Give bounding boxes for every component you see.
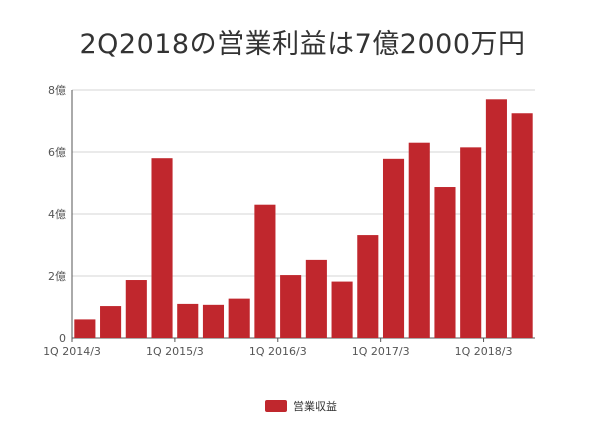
y-tick-label: 4億 <box>48 208 66 221</box>
bar-1Q-2016-3 <box>280 275 302 338</box>
bar-3Q-2015-3 <box>228 298 250 338</box>
bar-2Q-2016-3 <box>305 259 327 338</box>
bar-4Q-2017-3 <box>460 147 482 338</box>
bar-1Q-2014-3 <box>74 319 96 338</box>
y-tick-label: 2億 <box>48 270 66 283</box>
x-tick-label: 1Q 2016/3 <box>249 345 307 358</box>
x-tick-label: 1Q 2015/3 <box>146 345 204 358</box>
legend-swatch <box>265 400 287 412</box>
bar-3Q-2016-3 <box>331 281 353 338</box>
bar-2Q-2014-3 <box>100 306 122 338</box>
y-tick-label: 6億 <box>48 146 66 159</box>
bar-2Q-2017-3 <box>408 142 430 338</box>
x-tick-label: 1Q 2018/3 <box>455 345 513 358</box>
bar-1Q-2015-3 <box>177 303 199 338</box>
y-tick-label: 0 <box>59 332 66 345</box>
bar-4Q-2015-3 <box>254 204 276 338</box>
legend-label: 営業収益 <box>293 399 337 413</box>
bar-3Q-2017-3 <box>434 187 456 338</box>
chart-title: 2Q2018の営業利益は7億2000万円 <box>79 29 526 60</box>
bar-1Q-2018-3 <box>485 99 507 338</box>
bar-4Q-2014-3 <box>151 158 173 338</box>
bar-4Q-2016-3 <box>357 235 379 338</box>
bar-2Q-2015-3 <box>202 304 225 338</box>
x-tick-label: 1Q 2017/3 <box>352 345 410 358</box>
x-tick-label: 1Q 2014/3 <box>43 345 101 358</box>
y-tick-label: 8億 <box>48 84 66 97</box>
bar-3Q-2014-3 <box>125 280 147 338</box>
bar-2Q-2018-3 <box>511 113 533 338</box>
bar-1Q-2017-3 <box>382 158 405 338</box>
